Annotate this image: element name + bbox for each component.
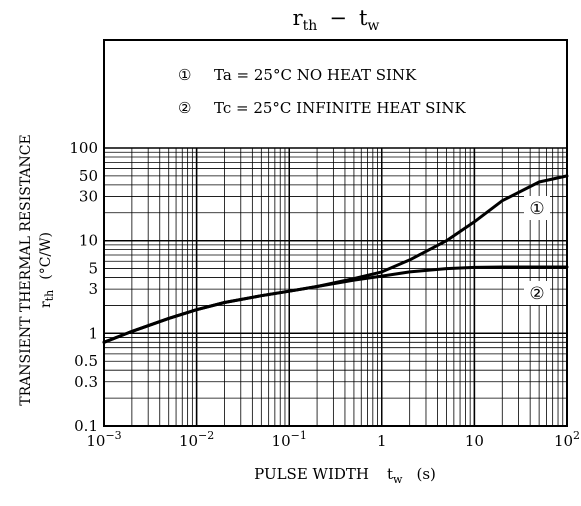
- y-tick-label: 1: [88, 324, 98, 342]
- legend-label-1: Ta = 25°C NO HEAT SINK: [214, 66, 417, 84]
- x-tick-label: 10: [465, 432, 484, 450]
- y-tick-label: 3: [88, 280, 98, 298]
- chart-title: rth − tw: [293, 6, 380, 34]
- x-tick-label: 1: [377, 432, 387, 450]
- curve-label-2: ②: [529, 284, 544, 304]
- x-tick-label: 10−2: [179, 429, 214, 450]
- y-axis-label: TRANSIENT THERMAL RESISTANCE: [18, 134, 34, 405]
- x-tick-label: 102: [554, 429, 580, 450]
- chart-frame: [103, 39, 568, 427]
- x-axis-label: PULSE WIDTH tw (s): [254, 465, 436, 486]
- y-tick-label: 100: [69, 139, 98, 157]
- y-tick-label: 0.5: [74, 352, 98, 370]
- legend: ① Ta = 25°C NO HEAT SINK ② Tc = 25°C INF…: [178, 66, 466, 117]
- grid-lines: [103, 147, 568, 427]
- curves: ①②: [102, 174, 569, 344]
- y-tick-label: 30: [79, 187, 98, 205]
- y-tick-label: 50: [79, 167, 98, 185]
- legend-marker-2: ②: [178, 99, 191, 117]
- y-tick-label: 0.3: [74, 373, 98, 391]
- x-tick-labels: 10−3 10−2 10−1 1 10 102: [86, 429, 580, 450]
- legend-marker-1: ①: [178, 66, 191, 84]
- curve-2: [102, 265, 569, 344]
- x-tick-label: 10−3: [86, 429, 121, 450]
- y-tick-labels: 100 50 30 10 5 3 1 0.5 0.3 0.1: [69, 139, 98, 435]
- curve-label-bg-1: [524, 196, 550, 220]
- x-tick-label: 10−1: [272, 429, 307, 450]
- y-axis-symbol: rth(°C/W): [38, 232, 56, 308]
- curve-label-bg-2: [524, 281, 550, 305]
- y-tick-label: 10: [79, 232, 98, 250]
- y-tick-label: 5: [88, 260, 98, 278]
- curve-label-1: ①: [529, 199, 544, 219]
- legend-label-2: Tc = 25°C INFINITE HEAT SINK: [214, 99, 466, 117]
- y-tick-label: 0.1: [74, 417, 98, 435]
